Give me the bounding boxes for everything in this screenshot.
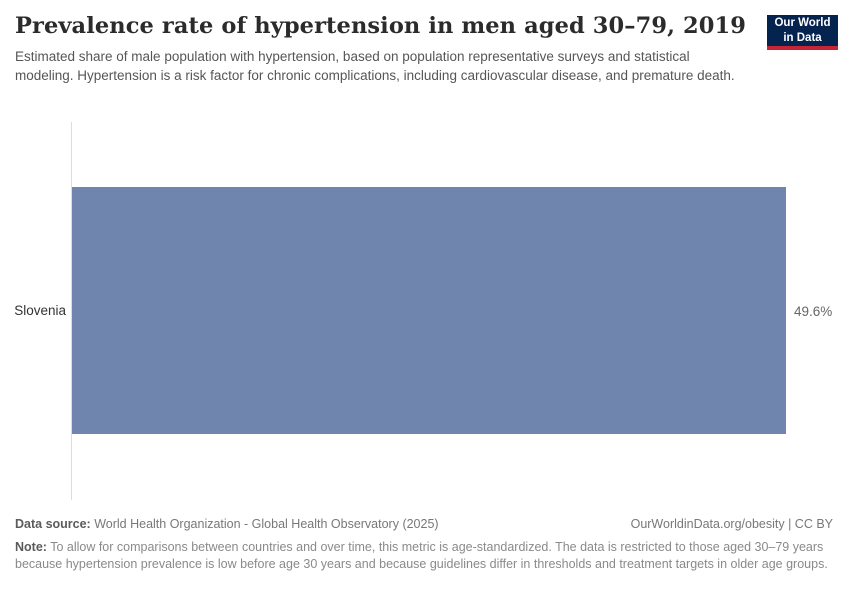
chart-header: Prevalence rate of hypertension in men a…: [15, 13, 835, 86]
chart-note: Note: To allow for comparisons between c…: [15, 539, 833, 572]
chart-subtitle: Estimated share of male population with …: [15, 49, 735, 83]
page-title: Prevalence rate of hypertension in men a…: [15, 13, 747, 39]
data-source-label: Data source:: [15, 517, 91, 531]
owid-logo-line1: Our World: [774, 17, 831, 30]
y-axis-line: [71, 122, 72, 500]
owid-logo[interactable]: Our World in Data: [767, 15, 838, 50]
source-row: Data source: World Health Organization -…: [15, 516, 833, 533]
data-source: Data source: World Health Organization -…: [15, 516, 439, 533]
bar-value-label: 49.6%: [794, 304, 833, 319]
note-text: To allow for comparisons between countri…: [15, 539, 828, 571]
attribution-link[interactable]: OurWorldinData.org/obesity | CC BY: [630, 517, 833, 531]
bar[interactable]: [72, 187, 786, 434]
entity-label: Slovenia: [14, 303, 66, 318]
chart-footer: Data source: World Health Organization -…: [15, 516, 833, 572]
note-label: Note:: [15, 539, 47, 554]
owid-logo-line2: in Data: [783, 31, 822, 44]
data-source-text: World Health Organization - Global Healt…: [90, 517, 439, 531]
